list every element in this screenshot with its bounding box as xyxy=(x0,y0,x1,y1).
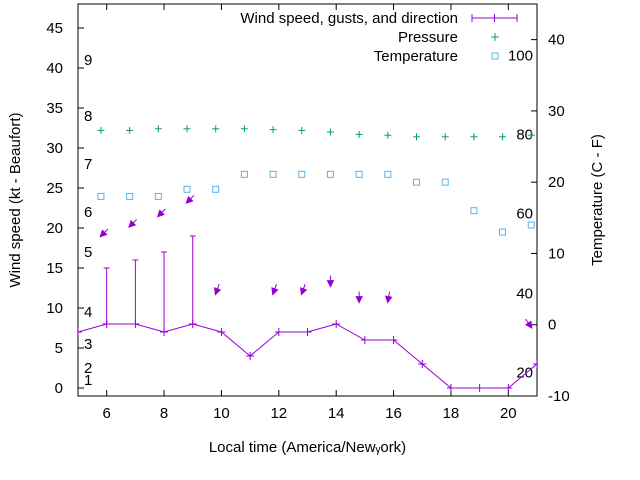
y-tick-label: 0 xyxy=(55,380,63,397)
y2-tick-label: 30 xyxy=(548,103,565,120)
y2-tick-label: -10 xyxy=(548,388,570,405)
x-tick-label: 10 xyxy=(213,405,230,422)
legend-label-temperature: Temperature xyxy=(374,48,458,65)
direction-arrow xyxy=(271,284,279,296)
x-tick-label: 16 xyxy=(385,405,402,422)
temperature-point xyxy=(326,170,334,178)
x-tick-label: 8 xyxy=(160,405,168,422)
y-tick-label: 15 xyxy=(46,260,63,277)
arrow-head xyxy=(385,295,393,304)
temperature-point xyxy=(413,178,421,186)
beaufort-label: 6 xyxy=(84,204,92,221)
beaufort-label: 7 xyxy=(84,156,92,173)
arrow-head xyxy=(128,219,137,228)
x-tick-label: 14 xyxy=(328,405,345,422)
fahrenheit-label: 60 xyxy=(516,206,533,223)
axes: 6 8 10 12 14 16 18 20051015202530354045-1001020… xyxy=(46,4,570,422)
y-tick-label: 25 xyxy=(46,180,63,197)
temperature-point xyxy=(355,170,363,178)
legend-sample-temperature xyxy=(491,52,499,60)
temperature-point xyxy=(183,185,191,193)
direction-arrow xyxy=(300,284,308,296)
direction-arrow xyxy=(99,228,109,238)
series-layer xyxy=(78,125,537,392)
y2-tick-label: 40 xyxy=(548,32,565,49)
temperature-point xyxy=(154,192,162,200)
temperature-series xyxy=(97,170,535,236)
plot-area xyxy=(77,3,538,397)
y-tick-label: 5 xyxy=(55,340,63,357)
temperature-point xyxy=(212,185,220,193)
arrow-head xyxy=(185,195,194,204)
y2-tick-label: 10 xyxy=(548,245,565,262)
y2-tick-label: 0 xyxy=(548,317,556,334)
temperature-point xyxy=(126,192,134,200)
arrow-head xyxy=(355,296,363,304)
direction-arrow xyxy=(214,284,222,296)
beaufort-label: 8 xyxy=(84,108,92,125)
direction-arrow xyxy=(355,291,363,304)
temperature-point xyxy=(441,178,449,186)
temperature-point xyxy=(527,221,535,229)
beaufort-label: 4 xyxy=(84,304,92,321)
fahrenheit-label: 100 xyxy=(508,47,533,64)
legend-label-pressure: Pressure xyxy=(398,29,458,46)
beaufort-label: 2 xyxy=(84,360,92,377)
x-axis-label: Local time (America/Newᵧork) xyxy=(209,439,406,456)
temperature-point xyxy=(470,207,478,215)
arrow-head xyxy=(326,280,335,288)
arrow-head xyxy=(524,320,533,329)
arrow-head xyxy=(99,229,108,238)
x-tick-label: 18 xyxy=(443,405,460,422)
x-tick-label: 6 xyxy=(103,405,111,422)
temperature-point xyxy=(499,228,507,236)
x-tick-label: 12 xyxy=(270,405,287,422)
beaufort-label: 9 xyxy=(84,52,92,69)
direction-arrow xyxy=(128,218,138,228)
y-tick-label: 30 xyxy=(46,140,63,157)
beaufort-label: 5 xyxy=(84,244,92,261)
temperature-point xyxy=(298,170,306,178)
y-tick-label: 20 xyxy=(46,220,63,237)
y-tick-label: 45 xyxy=(46,20,63,37)
x-tick-label: 20 xyxy=(500,405,517,422)
direction-arrow xyxy=(156,208,166,218)
y2-tick-label: 20 xyxy=(548,174,565,191)
y2-axis-label: Temperature (C - F) xyxy=(589,134,606,266)
beaufort-label: 1 xyxy=(84,372,92,389)
direction-arrow xyxy=(185,194,195,204)
temperature-point xyxy=(384,170,392,178)
y-tick-label: 10 xyxy=(46,300,63,317)
pressure-series xyxy=(97,125,535,141)
direction-arrow xyxy=(524,318,533,329)
y-tick-label: 35 xyxy=(46,100,63,117)
plot-border xyxy=(77,3,538,397)
temperature-point xyxy=(269,170,277,178)
beaufort-label: 3 xyxy=(84,336,92,353)
legend: Wind speed, gusts, and direction Pressure… xyxy=(240,10,518,65)
arrow-head xyxy=(214,287,222,296)
wind-series xyxy=(78,194,537,392)
temperature-point xyxy=(240,170,248,178)
y-axis-label: Wind speed (kt - Beaufort) xyxy=(7,112,24,287)
fahrenheit-label: 80 xyxy=(516,126,533,143)
direction-arrow xyxy=(326,275,335,288)
fahrenheit-label: 40 xyxy=(516,285,533,302)
y-tick-label: 40 xyxy=(46,60,63,77)
direction-arrow xyxy=(385,291,393,304)
arrow-head xyxy=(300,287,308,296)
legend-label-wind: Wind speed, gusts, and direction xyxy=(240,10,458,27)
arrow-head xyxy=(156,209,165,218)
arrow-head xyxy=(271,287,279,296)
temperature-point xyxy=(97,192,105,200)
